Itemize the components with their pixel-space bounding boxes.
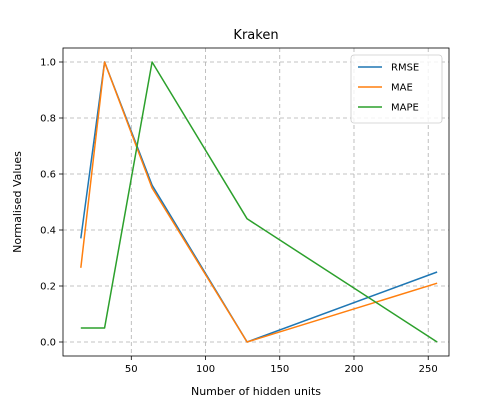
legend: RMSE MAE MAPE xyxy=(350,54,443,124)
x-tick-label: 250 xyxy=(419,364,438,375)
x-tick-label: 200 xyxy=(344,364,363,375)
y-tick-label: 0.4 xyxy=(40,226,56,237)
y-tick-label: 1.0 xyxy=(40,58,56,69)
legend-label-mape: MAPE xyxy=(391,103,419,114)
x-tick-label: 100 xyxy=(196,364,215,375)
y-tick-label: 0.6 xyxy=(40,170,56,181)
x-tick-label: 50 xyxy=(125,364,138,375)
y-axis-label: Normalised Values xyxy=(11,151,24,253)
series-line-mape xyxy=(80,61,438,343)
x-axis: 50 100 150 200 250 xyxy=(125,356,438,375)
series-line-rmse xyxy=(80,61,438,343)
chart-title: Kraken xyxy=(233,28,278,43)
y-tick-label: 0.2 xyxy=(40,282,56,293)
x-axis-label: Number of hidden units xyxy=(191,385,321,398)
legend-label-rmse: RMSE xyxy=(391,63,419,74)
series-layer xyxy=(80,61,438,343)
x-tick-label: 150 xyxy=(270,364,289,375)
y-axis: 0.0 0.2 0.4 0.6 0.8 1.0 xyxy=(40,58,63,349)
y-tick-label: 0.0 xyxy=(40,338,56,349)
legend-box xyxy=(350,54,443,124)
legend-label-mae: MAE xyxy=(391,83,413,94)
plot-frame xyxy=(62,47,450,357)
y-tick-label: 0.8 xyxy=(40,114,56,125)
series-line-mae xyxy=(80,61,438,343)
